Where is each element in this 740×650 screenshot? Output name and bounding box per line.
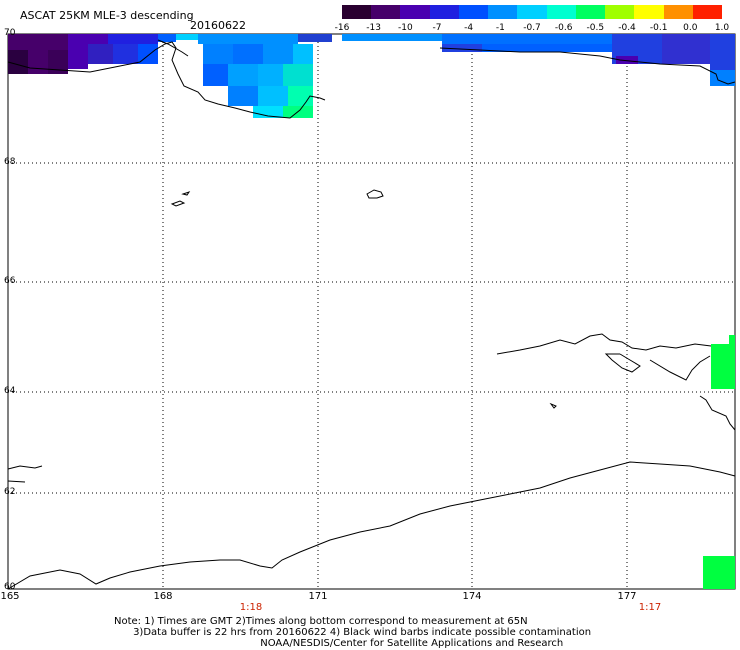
lat-label: 68 [4,157,16,167]
colorbar-segment [458,5,489,19]
lat-label: 64 [4,386,16,396]
coastline-chukotka [7,41,326,119]
note-line-1: Note: 1) Times are GMT 2)Times along bot… [114,616,528,627]
wind-data-swath-east [342,34,735,86]
map-date: 20160622 [190,19,246,32]
map-frame [7,33,736,590]
coastline-east-top [439,47,736,85]
colorbar-tick-label: -7 [432,23,442,33]
colorbar-tick-label: -0.7 [523,23,541,33]
colorbar-segment [692,5,723,19]
colorbar-tick-label: -0.6 [554,23,573,33]
gridlines [8,34,735,589]
colorbar-tick-label: 0.0 [683,23,698,33]
colorbar-segment [605,5,635,19]
coastline-alaska [496,333,736,431]
island-small-1 [170,200,186,207]
colorbar-tick-label: -10 [397,23,413,33]
colorbar-tick-label: -4 [464,23,474,33]
colorbar-segment [663,5,693,19]
time-label: 1:17 [638,602,662,613]
wind-data-swath-center [176,34,332,118]
colorbar-segment [371,5,401,19]
lon-label: 177 [617,591,637,602]
lat-label: 66 [4,276,16,286]
note-line-2: 3)Data buffer is 22 hrs from 20160622 4)… [114,627,592,638]
colorbar-tick-label: -0.1 [649,23,668,33]
colorbar-tick-label: -16 [334,23,350,33]
colorbar-segment [575,5,606,19]
colorbar-tick-label: -0.5 [586,23,605,33]
colorbar [342,5,723,19]
coastlines [7,39,736,590]
map-title: ASCAT 25KM MLE-3 descending [20,9,194,22]
colorbar-labels: -16 -13 -10 -7 -4 -1 -0.7 -0.6 -0.5 -0.4 -0.1 0.0 1.… [330,23,730,35]
lon-label: 171 [308,591,328,602]
colorbar-segment [400,5,430,19]
colorbar-tick-label: -13 [366,23,382,33]
coastline-north [157,39,189,57]
colorbar-segment [342,5,372,19]
time-label: 1:18 [239,602,263,613]
lat-label: 70 [4,28,16,38]
colorbar-segment [429,5,459,19]
colorbar-tick-label: -0.4 [618,23,636,33]
colorbar-tick-label: -1 [495,23,505,33]
note-line-3: NOAA/NESDIS/Center for Satellite Applica… [114,638,564,649]
colorbar-segment [488,5,518,19]
lon-label: 165 [0,591,20,602]
wind-data-swath-right [703,335,735,589]
lat-label: 62 [4,487,16,497]
colorbar-segment [546,5,576,19]
colorbar-segment [517,5,547,19]
island-small-2 [181,191,191,196]
colorbar-segment [634,5,664,19]
coastline-south [7,461,736,590]
island-small-3 [549,402,557,409]
colorbar-tick-label: 1.0 [714,23,730,33]
lon-label: 174 [462,591,482,602]
island-st-lawrence [366,189,384,199]
lon-label: 168 [153,591,173,602]
coastline-sw-small [7,465,43,483]
lat-label: 60 [4,582,16,592]
